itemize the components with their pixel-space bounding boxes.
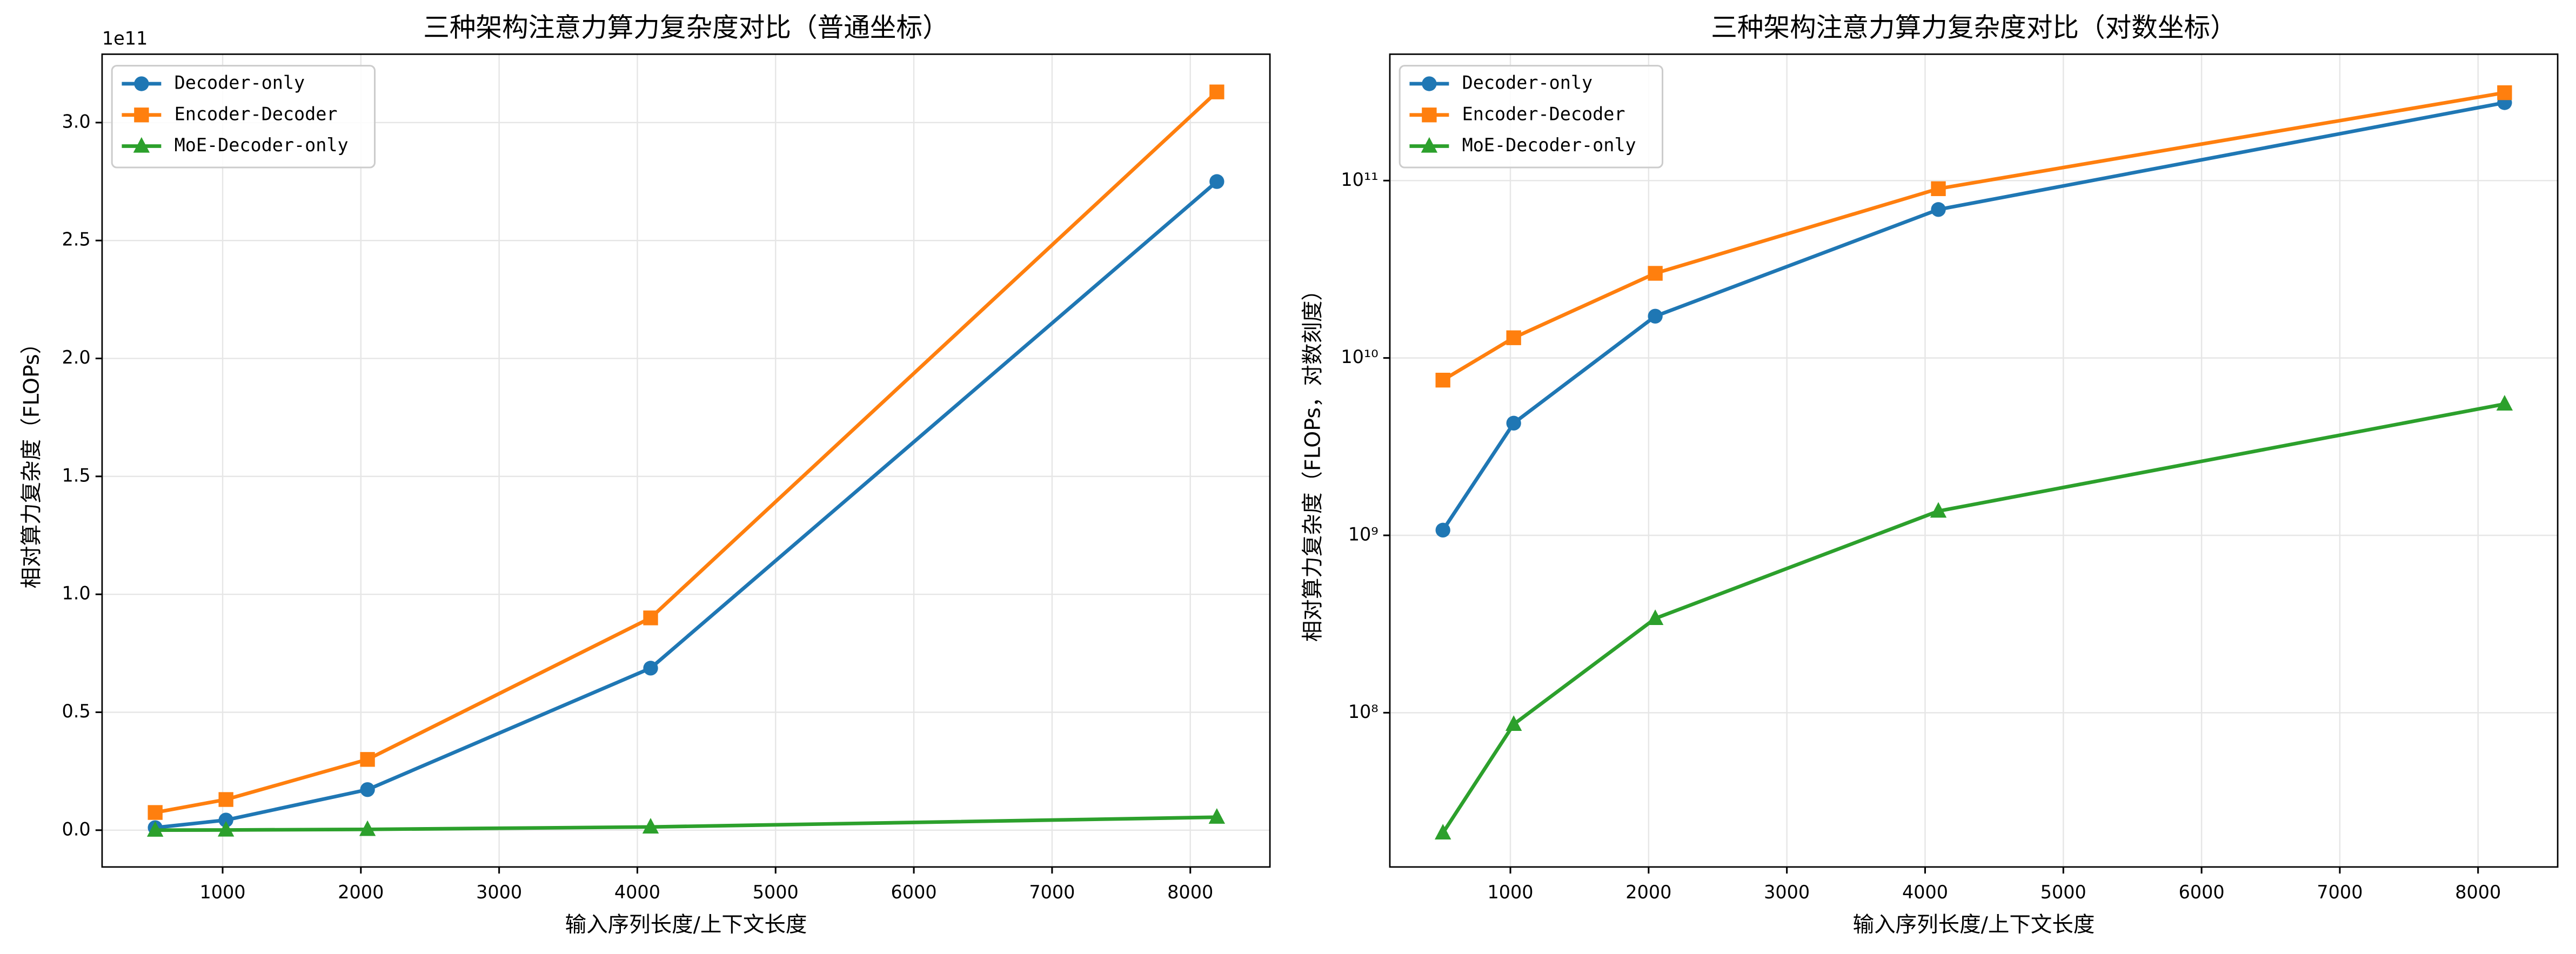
marker <box>1208 808 1226 824</box>
series-line <box>155 815 1217 832</box>
x-axis-label: 输入序列长度/上下文长度 <box>565 912 807 937</box>
marker <box>2497 85 2512 100</box>
series-line <box>155 180 1219 830</box>
marker <box>1648 308 1663 324</box>
marker <box>1931 181 1946 197</box>
y-tick-label: 10¹⁰ <box>1341 346 1378 367</box>
y-tick-label: 2.5 <box>62 229 90 250</box>
legend: Decoder-only Encoder-Decoder MoE-Decoder-o… <box>111 65 376 169</box>
y-axis-label: 相对算力复杂度（FLOPs，对数刻度） <box>1301 279 1326 642</box>
x-tick-label: 6000 <box>2179 882 2225 903</box>
y-axis-label: 相对算力复杂度（FLOPs） <box>19 333 44 589</box>
marker <box>642 818 659 834</box>
y-tick-label: 1.0 <box>62 583 90 604</box>
y-tick-label: 0.0 <box>62 818 90 839</box>
legend-box <box>1399 65 1664 169</box>
series-line <box>1441 402 2505 834</box>
x-tick-label: 1000 <box>1487 882 1533 903</box>
marker <box>1648 266 1663 281</box>
x-tick-label: 2000 <box>1625 882 1671 903</box>
legend-box <box>111 65 376 169</box>
marker <box>148 805 163 820</box>
x-tick-label: 1000 <box>199 882 245 903</box>
legend-label: Decoder-only <box>175 72 305 93</box>
plot-frame <box>1389 53 2559 868</box>
x-tick-label: 7000 <box>2317 882 2363 903</box>
plot-frame <box>101 53 1271 868</box>
marker <box>2496 395 2513 411</box>
legend-marker <box>134 76 149 91</box>
legend-marker <box>134 108 149 123</box>
x-tick-label: 7000 <box>1029 882 1075 903</box>
marker <box>218 812 233 828</box>
marker <box>1209 84 1225 99</box>
legend-label: MoE-Decoder-only <box>175 135 349 156</box>
marker <box>1435 522 1450 538</box>
legend-marker <box>1422 76 1437 91</box>
y-tick-label: 3.0 <box>62 111 90 132</box>
marker <box>1931 202 1946 217</box>
x-tick-label: 4000 <box>1902 882 1948 903</box>
marker <box>1434 824 1451 840</box>
marker <box>360 752 375 767</box>
chart-panel: 1000 2000 3000 4000 5000 6000 7000 8000 10⁸ 10⁹ 10… <box>1301 13 2559 937</box>
x-axis-label: 输入序列长度/上下文长度 <box>1853 912 2095 937</box>
marker <box>1435 372 1450 388</box>
marker <box>359 820 376 836</box>
legend-marker <box>1421 137 1438 153</box>
x-tick-label: 8000 <box>2455 882 2501 903</box>
marker <box>1505 715 1522 731</box>
y-offset-label: 1e11 <box>102 28 148 49</box>
marker <box>1209 174 1225 189</box>
legend-label: Encoder-Decoder <box>1462 103 1625 124</box>
y-tick-label: 2.0 <box>62 347 90 368</box>
x-tick-label: 6000 <box>891 882 937 903</box>
x-tick-label: 3000 <box>476 882 522 903</box>
y-tick-label: 1.5 <box>62 465 90 486</box>
marker <box>1506 330 1521 345</box>
x-tick-label: 5000 <box>753 882 799 903</box>
marker <box>643 610 658 626</box>
marker <box>1506 415 1521 431</box>
legend: Decoder-only Encoder-Decoder MoE-Decoder-o… <box>1399 65 1664 169</box>
chart-title: 三种架构注意力算力复杂度对比（普通坐标） <box>423 13 949 43</box>
x-tick-label: 4000 <box>614 882 660 903</box>
marker <box>146 821 164 837</box>
x-tick-label: 5000 <box>2040 882 2086 903</box>
x-tick-label: 2000 <box>338 882 384 903</box>
legend-label: Decoder-only <box>1462 72 1593 93</box>
legend-marker <box>133 137 150 153</box>
x-tick-label: 3000 <box>1764 882 1810 903</box>
x-tick-label: 8000 <box>1167 882 1213 903</box>
marker <box>1647 609 1664 625</box>
y-tick-label: 10¹¹ <box>1341 169 1378 190</box>
y-tick-label: 10⁸ <box>1348 701 1379 722</box>
chart-title: 三种架构注意力算力复杂度对比（对数坐标） <box>1711 13 2237 43</box>
marker <box>360 782 375 797</box>
legend-label: MoE-Decoder-only <box>1462 135 1636 156</box>
legend-label: Encoder-Decoder <box>175 103 338 124</box>
series-line <box>155 90 1219 815</box>
marker <box>218 792 233 807</box>
y-tick-label: 10⁹ <box>1348 524 1379 545</box>
marker <box>643 661 658 676</box>
chart-panel: 1000 2000 3000 4000 5000 6000 7000 8000 0.0 0.5 1.… <box>19 13 1271 937</box>
marker <box>1930 502 1947 518</box>
legend-marker <box>1422 108 1437 123</box>
marker <box>217 821 235 837</box>
y-tick-label: 0.5 <box>62 701 90 722</box>
